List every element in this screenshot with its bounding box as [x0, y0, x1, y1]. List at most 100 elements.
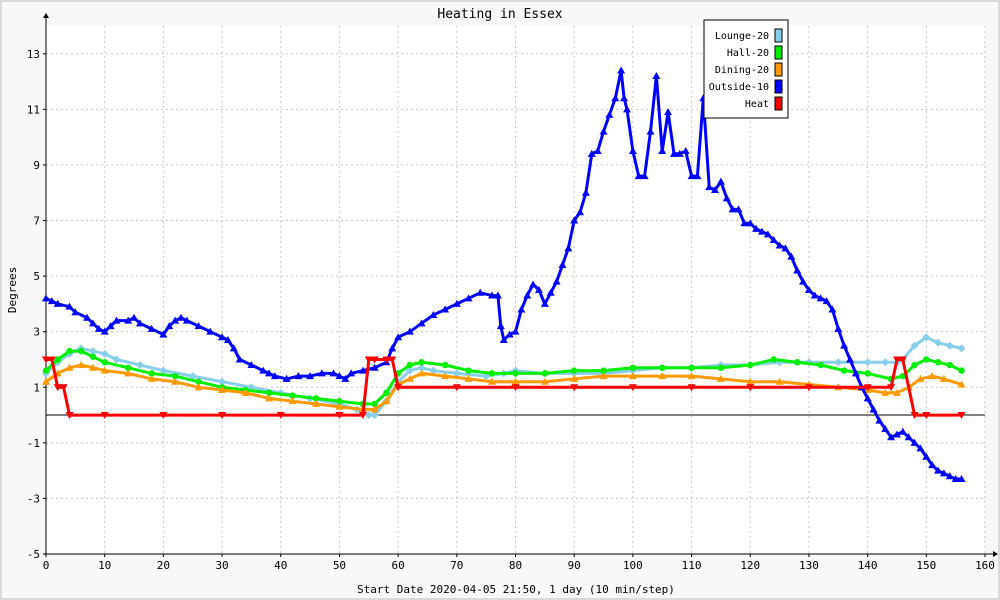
- data-point: [628, 372, 637, 380]
- data-point: [405, 374, 414, 382]
- plot-area: [46, 26, 985, 554]
- data-point: [441, 361, 449, 369]
- data-point: [406, 361, 414, 369]
- data-point: [628, 147, 637, 155]
- data-point: [235, 355, 244, 363]
- y-tick-label: 9: [33, 159, 40, 172]
- data-point: [817, 361, 824, 369]
- data-point: [218, 386, 227, 394]
- data-point: [570, 384, 579, 392]
- x-axis-arrow: [993, 551, 998, 557]
- data-point: [957, 344, 966, 353]
- data-point: [358, 412, 367, 420]
- data-point: [600, 367, 607, 374]
- data-point: [112, 355, 121, 364]
- data-point: [100, 349, 109, 358]
- data-point: [171, 377, 180, 385]
- data-point: [770, 356, 777, 363]
- data-point: [898, 427, 907, 435]
- data-point: [922, 452, 931, 460]
- data-point: [89, 353, 97, 360]
- data-point: [147, 324, 156, 332]
- data-point: [875, 416, 884, 424]
- data-point: [775, 377, 784, 385]
- data-point: [922, 412, 931, 420]
- data-point: [370, 405, 379, 413]
- data-point: [218, 412, 227, 420]
- legend-swatch: [774, 28, 783, 43]
- data-point: [599, 127, 608, 135]
- data-point: [675, 149, 684, 157]
- data-point: [106, 322, 115, 330]
- data-point: [383, 389, 390, 397]
- data-point: [405, 366, 414, 375]
- data-point: [371, 400, 378, 408]
- data-point: [681, 147, 690, 155]
- data-point: [840, 341, 849, 349]
- data-point: [716, 177, 725, 185]
- data-point: [317, 369, 326, 377]
- data-point: [587, 149, 596, 157]
- data-point: [512, 370, 519, 377]
- legend-label: Heat: [745, 99, 769, 110]
- data-point: [793, 266, 802, 274]
- data-point: [336, 397, 343, 405]
- data-point: [620, 94, 629, 102]
- data-point: [159, 366, 168, 375]
- data-point: [570, 216, 579, 224]
- data-point: [452, 369, 461, 378]
- data-point: [417, 363, 426, 372]
- data-point: [194, 383, 203, 391]
- data-point: [176, 313, 185, 321]
- data-point: [804, 286, 813, 293]
- legend-swatch: [774, 45, 783, 60]
- data-point: [42, 367, 50, 374]
- data-point: [66, 347, 73, 355]
- data-point: [717, 364, 725, 372]
- data-point: [188, 372, 197, 381]
- data-point: [358, 366, 367, 374]
- data-point: [464, 374, 473, 382]
- data-point: [834, 358, 843, 367]
- data-point: [42, 377, 50, 385]
- data-point: [534, 286, 543, 293]
- data-point: [934, 359, 942, 366]
- data-point: [752, 224, 761, 232]
- data-point: [276, 412, 285, 420]
- data-point: [939, 374, 948, 382]
- data-point: [388, 344, 397, 352]
- data-point: [218, 333, 227, 341]
- data-point: [429, 366, 438, 375]
- data-point: [664, 108, 673, 116]
- data-point: [722, 194, 731, 202]
- data-point: [311, 399, 320, 407]
- data-point: [101, 359, 108, 366]
- data-point: [394, 333, 403, 341]
- data-point: [769, 235, 778, 243]
- data-point: [781, 244, 790, 252]
- data-point: [441, 305, 450, 313]
- data-point: [881, 424, 890, 432]
- data-point: [94, 324, 103, 332]
- y-tick-label: 1: [33, 381, 40, 394]
- data-point: [182, 316, 191, 324]
- data-point: [794, 359, 801, 366]
- data-point: [922, 333, 931, 342]
- data-point: [282, 374, 291, 382]
- data-point: [957, 412, 966, 420]
- data-point: [223, 336, 232, 344]
- grid: [46, 26, 986, 554]
- data-point: [740, 219, 749, 227]
- x-tick-label: 80: [509, 559, 522, 572]
- data-point: [418, 359, 425, 366]
- data-point: [382, 356, 391, 364]
- data-point: [159, 330, 168, 338]
- data-point: [928, 372, 937, 380]
- data-point: [65, 363, 74, 371]
- data-point: [623, 105, 632, 113]
- data-point: [505, 330, 514, 338]
- data-point: [405, 327, 414, 335]
- data-point: [734, 205, 743, 213]
